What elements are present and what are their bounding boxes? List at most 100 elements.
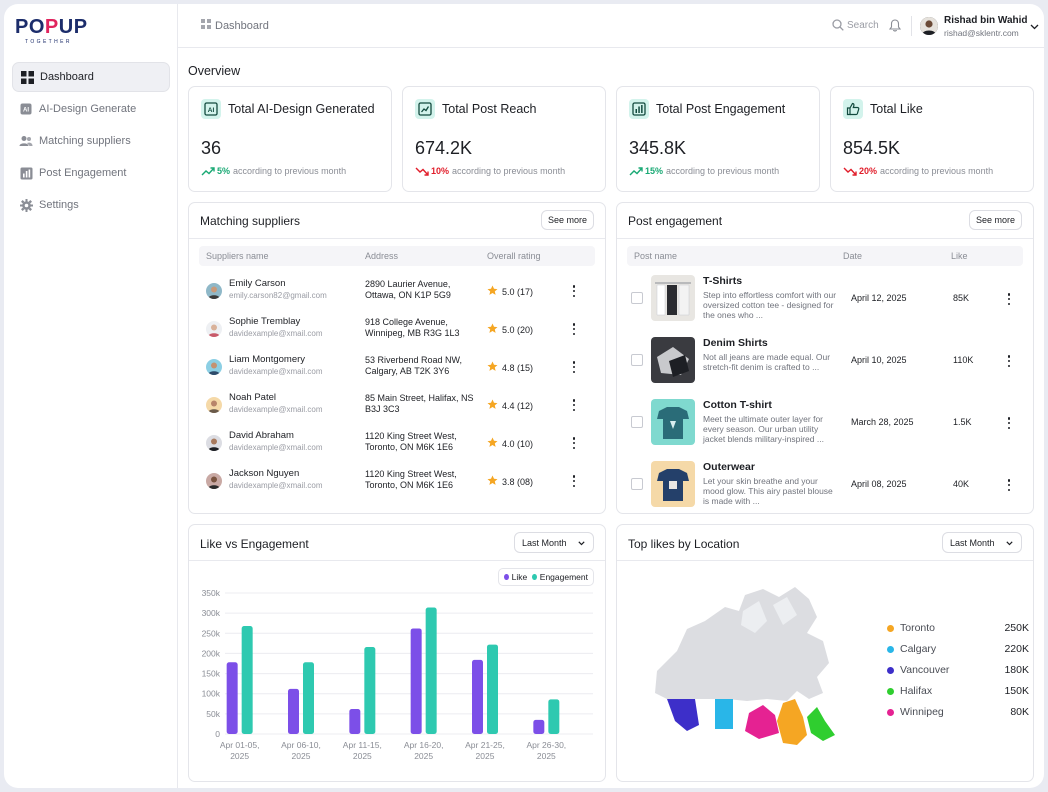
sidebar-item-ai-design[interactable]: AI AI-Design Generate [12,94,170,124]
panel-title: Top likes by Location [628,537,740,551]
bar-engagement [425,607,437,734]
bar-chart-icon [629,99,649,119]
table-row[interactable]: Liam Montgomery davidexample@xmail.com 5… [199,349,595,387]
sidebar-item-dashboard[interactable]: Dashboard [12,62,170,92]
map-region-toronto[interactable] [777,699,807,745]
sidebar-item-settings[interactable]: Settings [12,190,170,220]
panel-title: Matching suppliers [200,214,301,228]
table-row[interactable]: Noah Patel davidexample@xmail.com 85 Mai… [199,387,595,425]
more-options-icon[interactable] [1007,417,1011,429]
more-options-icon[interactable] [572,437,576,449]
chevron-down-icon[interactable] [1030,21,1039,33]
sidebar-item-suppliers[interactable]: Matching suppliers [12,126,170,156]
bar-like [472,659,483,734]
legend-label: Engagement [539,572,588,582]
map-region-halifax[interactable] [807,707,835,741]
sidebar-item-post-engagement[interactable]: Post Engagement [12,158,170,188]
supplier-address: 53 Riverbend Road NW, Calgary, AB T2K 3Y… [365,355,463,376]
location-name: Toronto [900,622,936,634]
star-icon [487,475,498,488]
more-options-icon[interactable] [572,285,576,297]
breadcrumb-label[interactable]: Dashboard [215,19,269,32]
chart-growth-icon [415,99,435,119]
search-input[interactable]: Search [832,19,879,31]
table-row[interactable]: Jackson Nguyen davidexample@xmail.com 11… [199,463,595,501]
table-row[interactable]: Emily Carson emily.carson82@gmail.com 28… [199,273,595,311]
more-options-icon[interactable] [1007,293,1011,305]
map-region-other [655,587,829,701]
post-title: Denim Shirts [703,337,768,349]
table-row[interactable]: T-Shirts Step into effortless comfort wi… [627,271,1023,327]
stat-card-post-reach: Total Post Reach 674.2K 10% according to… [402,86,606,192]
rating-value: 4.8 (15) [502,362,534,373]
grid-icon [201,19,211,32]
range-select[interactable]: Last Month [514,532,594,553]
x-tick-label: 2025 [292,751,311,761]
stat-title: Total Post Engagement [656,102,786,116]
row-checkbox[interactable] [631,292,643,304]
location-value: 180K [1004,664,1029,676]
users-icon [19,134,33,148]
location-item: Vancouver 180K [887,663,1029,679]
sidebar-nav: Dashboard AI AI-Design Generate Matching… [12,62,170,222]
post-title: T-Shirts [703,275,743,287]
column-header: Suppliers name [206,251,269,261]
more-options-icon[interactable] [572,475,576,487]
sidebar: POPUP TOGETHER Dashboard AI AI-Design Ge… [4,4,178,788]
table-header: Suppliers name Address Overall rating [199,246,595,266]
more-options-icon[interactable] [1007,355,1011,367]
star-icon [487,399,498,412]
row-checkbox[interactable] [631,416,643,428]
see-more-button[interactable]: See more [541,210,594,230]
bell-icon[interactable] [888,19,902,35]
table-row[interactable]: Denim Shirts Not all jeans are made equa… [627,333,1023,389]
supplier-name: Emily Carson [229,278,286,289]
panel-title: Like vs Engagement [200,537,309,551]
table-row[interactable]: David Abraham davidexample@xmail.com 112… [199,425,595,463]
product-thumbnail [651,399,695,445]
post-date: April 10, 2025 [851,355,907,365]
more-options-icon[interactable] [572,399,576,411]
table-row[interactable]: Outerwear Let your skin breathe and your… [627,457,1023,513]
see-more-button[interactable]: See more [969,210,1022,230]
row-checkbox[interactable] [631,478,643,490]
location-item: Halifax 150K [887,684,1029,700]
stat-percent: 10% [431,166,450,176]
stat-note: according to previous month [666,166,780,176]
rating-value: 5.0 (17) [502,286,534,297]
bar-like [288,688,299,734]
supplier-address: 1120 King Street West, Toronto, ON M6K 1… [365,431,457,452]
avatar[interactable] [920,17,938,35]
location-panel: Top likes by Location Last Month Toronto… [616,524,1034,782]
table-row[interactable]: Sophie Tremblay davidexample@xmail.com 9… [199,311,595,349]
chart-icon [19,166,33,180]
more-options-icon[interactable] [1007,479,1011,491]
map-region-winnipeg[interactable] [745,705,779,739]
row-checkbox[interactable] [631,354,643,366]
table-row[interactable]: Cotton T-shirt Meet the ultimate outer l… [627,395,1023,451]
range-select-value: Last Month [950,537,995,548]
avatar [206,397,222,413]
y-tick-label: 200k [202,648,221,658]
map-region-vancouver[interactable] [667,699,699,731]
divider [617,560,1033,561]
more-options-icon[interactable] [572,361,576,373]
brand-logo[interactable]: POPUP TOGETHER [15,16,88,45]
column-header: Post name [634,251,678,261]
range-select[interactable]: Last Month [942,532,1022,553]
more-options-icon[interactable] [572,323,576,335]
stat-note: according to previous month [452,166,566,176]
supplier-address: 85 Main Street, Halifax, NS B3J 3C3 [365,393,474,414]
post-description: Let your skin breathe and your mood glow… [703,476,833,506]
rating-value: 3.8 (08) [502,476,534,487]
supplier-name: Liam Montgomery [229,354,306,365]
legend-dot [887,688,894,695]
star-icon [487,437,498,450]
location-name: Winnipeg [900,706,944,718]
post-likes: 40K [953,479,970,489]
main-content: Overview AI Total AI-Design Generated 36… [178,48,1044,788]
map-region-calgary[interactable] [715,699,733,729]
location-value: 150K [1004,685,1029,697]
y-tick-label: 300k [202,608,221,618]
sidebar-item-label: Post Engagement [39,167,127,179]
